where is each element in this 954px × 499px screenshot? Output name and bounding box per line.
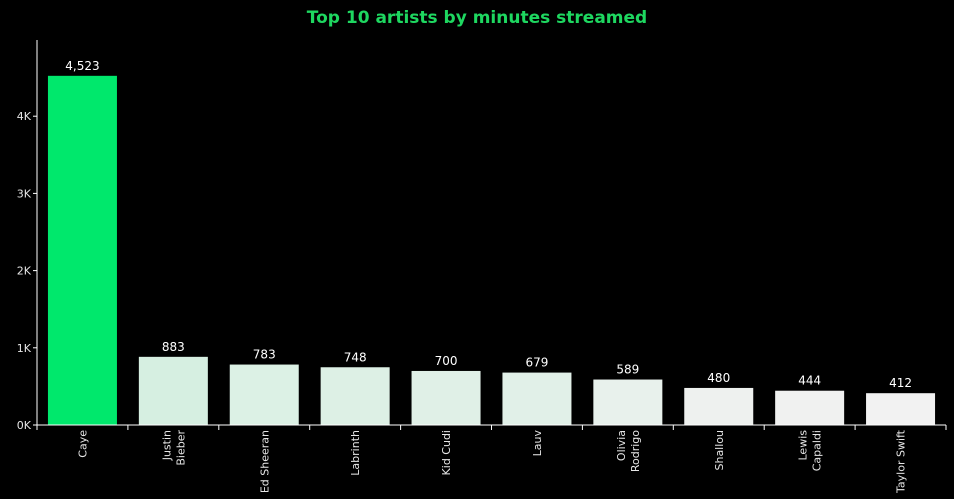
- data-label: 700: [435, 354, 458, 368]
- x-tick-label-line: Caye: [76, 430, 89, 458]
- data-label: 783: [253, 348, 276, 362]
- x-tick-label: Kid Cudi: [440, 430, 453, 475]
- x-tick-label-line: Labrinth: [349, 430, 362, 476]
- y-axis: 0K 1K 2K 3K 4K: [17, 40, 38, 432]
- bar: [47, 75, 117, 425]
- y-tick-label: 0K: [17, 419, 32, 432]
- x-tick-label-line: Olivia: [615, 430, 628, 461]
- x-tick-label: Lewis Capaldi: [797, 430, 824, 472]
- x-tick-label: Ed Sheeran: [258, 430, 271, 493]
- x-tick-label: Justin Bieber: [160, 430, 187, 466]
- y-tick-label: 1K: [17, 342, 32, 355]
- data-labels: 4,523 883 783 748 700 679 589 480 444 412: [65, 59, 912, 390]
- bar: [229, 364, 299, 425]
- data-label: 748: [344, 350, 367, 364]
- x-tick-label: Taylor Swift: [895, 429, 908, 494]
- bar: [411, 370, 481, 425]
- x-tick-label-line: Rodrigo: [629, 430, 642, 472]
- data-label: 4,523: [65, 59, 99, 73]
- x-tick-label-line: Taylor Swift: [895, 429, 908, 494]
- x-tick-label: Lauv: [531, 430, 544, 457]
- x-tick-label-line: Ed Sheeran: [258, 430, 271, 493]
- data-label: 480: [707, 371, 730, 385]
- bar: [593, 379, 663, 425]
- data-label: 412: [889, 376, 912, 390]
- data-label: 679: [525, 356, 548, 370]
- x-tick-label: Labrinth: [349, 430, 362, 476]
- x-tick-label-line: Kid Cudi: [440, 430, 453, 475]
- bar: [775, 390, 845, 425]
- bar: [138, 356, 208, 425]
- x-tick-label-line: Shallou: [713, 430, 726, 471]
- x-tick-label-line: Lewis: [797, 430, 810, 461]
- x-tick-label: Shallou: [713, 430, 726, 471]
- bars: [47, 75, 936, 425]
- chart-title: Top 10 artists by minutes streamed: [306, 8, 648, 28]
- x-tick-label: Olivia Rodrigo: [615, 430, 642, 472]
- y-tick-label: 3K: [17, 187, 32, 200]
- x-tick-label: Caye: [76, 430, 89, 458]
- y-tick-label: 4K: [17, 110, 32, 123]
- bar: [684, 387, 754, 425]
- x-tick-label-line: Lauv: [531, 430, 544, 457]
- data-label: 444: [798, 374, 821, 388]
- data-label: 883: [162, 340, 185, 354]
- x-tick-label-line: Justin: [160, 430, 173, 461]
- y-tick-label: 2K: [17, 265, 32, 278]
- data-label: 589: [616, 363, 639, 377]
- bar: [320, 367, 390, 425]
- bar: [502, 372, 572, 425]
- x-axis: Caye Justin Bieber Ed Sheeran Labrinth Kid Cu…: [36, 424, 947, 494]
- x-tick-label-line: Bieber: [174, 430, 187, 466]
- bar: [866, 393, 936, 425]
- x-tick-label-line: Capaldi: [811, 430, 824, 471]
